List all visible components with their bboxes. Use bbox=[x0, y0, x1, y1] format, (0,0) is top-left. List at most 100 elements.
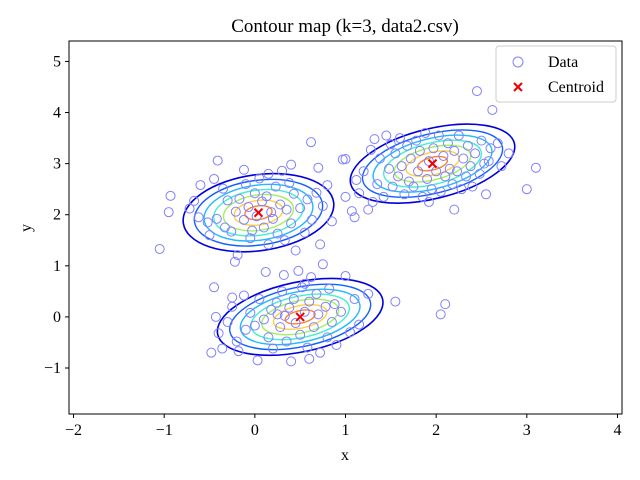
data-point bbox=[296, 282, 307, 293]
data-point bbox=[496, 161, 507, 172]
data-point bbox=[290, 245, 301, 256]
data-point bbox=[218, 183, 229, 194]
data-point bbox=[331, 340, 342, 351]
data-point bbox=[476, 135, 487, 146]
data-point bbox=[293, 265, 304, 276]
data-point bbox=[275, 322, 286, 333]
data-point bbox=[299, 278, 310, 289]
data-point bbox=[474, 168, 485, 179]
legend-data-label: Data bbox=[548, 54, 578, 71]
data-point bbox=[213, 328, 224, 339]
data-point bbox=[367, 196, 378, 207]
data-point bbox=[503, 148, 514, 159]
data-point bbox=[284, 302, 295, 313]
data-point bbox=[349, 212, 360, 223]
data-point bbox=[423, 156, 434, 167]
data-point bbox=[266, 207, 277, 218]
data-point bbox=[238, 214, 249, 225]
data-point bbox=[279, 235, 290, 246]
data-point bbox=[290, 318, 301, 329]
y-tick-label: −1 bbox=[44, 360, 61, 377]
data-point bbox=[258, 222, 269, 233]
data-point bbox=[270, 181, 281, 192]
data-point bbox=[351, 174, 362, 185]
data-point bbox=[295, 203, 306, 214]
data-point bbox=[354, 319, 365, 330]
contour-cluster-3-level-2 bbox=[361, 129, 504, 198]
data-point bbox=[411, 135, 422, 146]
data-point bbox=[354, 188, 365, 199]
data-point bbox=[363, 204, 374, 215]
data-point bbox=[233, 346, 244, 357]
data-point bbox=[279, 310, 290, 321]
centroid-marker-2 bbox=[295, 312, 305, 322]
legend-data-marker bbox=[512, 56, 524, 68]
data-point bbox=[286, 356, 297, 367]
data-point bbox=[394, 133, 405, 144]
data-point bbox=[222, 317, 233, 328]
data-point bbox=[306, 137, 317, 148]
data-point bbox=[372, 179, 383, 190]
data-point bbox=[396, 161, 407, 172]
data-point bbox=[308, 322, 319, 333]
data-point bbox=[471, 86, 482, 97]
data-point bbox=[230, 206, 241, 217]
data-point bbox=[247, 225, 258, 236]
data-point bbox=[277, 286, 288, 297]
data-point bbox=[326, 216, 337, 227]
legend-box bbox=[495, 45, 617, 103]
data-point bbox=[387, 181, 398, 192]
data-point bbox=[483, 156, 494, 167]
data-point bbox=[405, 153, 416, 164]
contour-cluster-1-level-1 bbox=[182, 172, 335, 253]
data-point bbox=[385, 139, 396, 150]
y-tick-label: 4 bbox=[53, 105, 61, 122]
data-point bbox=[322, 180, 333, 191]
data-point bbox=[254, 294, 265, 305]
y-axis-label: y bbox=[18, 224, 35, 232]
data-point bbox=[202, 217, 213, 228]
data-point bbox=[245, 307, 256, 318]
data-point bbox=[408, 181, 419, 192]
legend-centroid-label: Centroid bbox=[548, 79, 604, 96]
data-point bbox=[206, 347, 217, 358]
data-point bbox=[313, 309, 324, 320]
data-point bbox=[261, 191, 272, 202]
contour-cluster-3-level-7 bbox=[416, 155, 449, 172]
data-point bbox=[249, 320, 260, 331]
data-point bbox=[381, 130, 392, 141]
x-tick-label: 0 bbox=[251, 422, 259, 439]
data-point bbox=[399, 189, 410, 200]
data-point bbox=[229, 256, 240, 267]
x-axis-ticks: −2 −1 0 1 2 3 4 bbox=[65, 414, 621, 439]
contour-cluster-2-level-1 bbox=[216, 277, 384, 357]
data-point bbox=[440, 299, 451, 310]
data-point bbox=[449, 204, 460, 215]
data-point bbox=[358, 166, 369, 177]
data-point bbox=[456, 184, 467, 195]
data-point bbox=[438, 150, 449, 161]
data-point bbox=[340, 154, 351, 165]
data-point bbox=[402, 140, 413, 151]
contour-cluster-2-level-2 bbox=[228, 283, 372, 351]
data-point bbox=[299, 227, 310, 238]
data-point bbox=[349, 294, 360, 305]
data-point bbox=[240, 324, 251, 335]
data-point bbox=[272, 228, 283, 239]
data-point bbox=[281, 336, 292, 347]
data-point bbox=[234, 193, 245, 204]
data-point bbox=[288, 188, 299, 199]
data-point bbox=[154, 243, 165, 254]
data-point bbox=[232, 250, 243, 261]
data-point bbox=[240, 179, 251, 190]
data-point bbox=[530, 162, 541, 173]
data-point bbox=[263, 168, 274, 179]
data-point bbox=[465, 161, 476, 172]
data-point bbox=[435, 186, 446, 197]
data-point bbox=[440, 171, 451, 182]
data-point bbox=[521, 184, 532, 195]
data-point bbox=[326, 317, 337, 328]
data-point bbox=[433, 130, 444, 141]
data-point bbox=[267, 343, 278, 354]
